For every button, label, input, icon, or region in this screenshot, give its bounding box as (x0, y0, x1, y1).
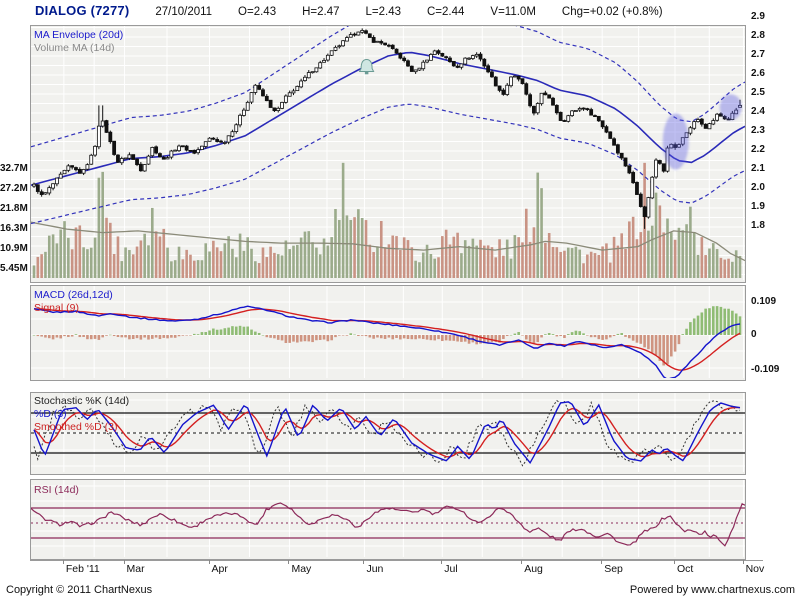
month-tick (674, 560, 676, 564)
stochastic-panel[interactable]: Stochastic %K (14d) %D (3) Smoothed %D (… (30, 392, 746, 475)
price-tick-label: 2.7 (751, 49, 765, 60)
price-tick-label: 2.3 (751, 125, 765, 136)
month-label: Feb '11 (65, 563, 100, 575)
month-label: Jun (366, 563, 384, 575)
month-label: Jul (444, 563, 458, 575)
legend-stoch-sd: Smoothed %D (3) (34, 421, 118, 433)
month-label: Aug (524, 563, 543, 575)
month-tick (123, 560, 125, 564)
price-tick-label: 2.6 (751, 68, 765, 79)
price-tick-label: 2.0 (751, 182, 765, 193)
copyright-text: Copyright © 2011 ChartNexus (6, 584, 153, 596)
rsi-canvas (31, 480, 745, 557)
month-tick (441, 560, 443, 564)
month-label: Apr (211, 563, 228, 575)
price-tick-label: 2.4 (751, 106, 765, 117)
price-tick-label: 1.9 (751, 201, 765, 212)
quote-field: Chg=+0.02 (+0.8%) (561, 6, 663, 18)
legend-macd: MACD (26d,12d) (34, 289, 113, 301)
price-tick-label: 2.2 (751, 144, 765, 155)
highlight-ellipse (662, 113, 689, 170)
volume-tick-label: 32.7M (0, 163, 28, 174)
macd-tick-label: -0.109 (751, 364, 780, 375)
legend-stoch-d: %D (3) (34, 408, 67, 420)
legend-rsi: RSI (14d) (34, 484, 79, 496)
month-tick (521, 560, 523, 564)
month-label: Nov (745, 563, 765, 575)
powered-by-text: Powered by www.chartnexus.com (629, 584, 795, 596)
price-tick-label: 2.8 (751, 30, 765, 41)
month-label: Oct (677, 563, 694, 575)
volume-tick-label: 5.45M (0, 263, 28, 274)
volume-tick-label: 27.2M (0, 183, 28, 194)
price-tick-label: 1.8 (751, 220, 765, 231)
volume-tick-label: 10.9M (0, 243, 28, 254)
legend-ma-envelope: MA Envelope (20d) (34, 29, 124, 41)
quote-field: C=2.44 (427, 6, 465, 18)
macd-canvas (31, 286, 745, 378)
symbol-label: DIALOG (7277) (35, 3, 130, 18)
legend-stoch-k: Stochastic %K (14d) (34, 395, 130, 407)
month-tick (208, 560, 210, 564)
month-tick (288, 560, 290, 564)
rsi-panel[interactable]: RSI (14d) (30, 479, 746, 560)
quote-fields: O=2.43 H=2.47 L=2.43 C=2.44 V=11.0M Chg=+0.02… (238, 6, 663, 18)
quote-header: DIALOG (7277) 27/10/2011 O=2.43 H=2.47 L=2… (35, 3, 663, 21)
highlight-ellipse (719, 94, 742, 121)
time-axis-line (30, 560, 763, 561)
month-label: May (291, 563, 312, 575)
month-label: Mar (126, 563, 145, 575)
quote-field: H=2.47 (302, 6, 340, 18)
stochastic-canvas (31, 393, 745, 472)
macd-tick-label: 0 (751, 329, 757, 340)
quote-field: L=2.43 (365, 6, 402, 18)
month-tick (62, 560, 64, 564)
month-label: Sep (604, 563, 623, 575)
month-tick (601, 560, 603, 564)
quote-field: V=11.0M (490, 6, 536, 18)
month-tick (742, 560, 744, 564)
price-chart-panel[interactable]: MA Envelope (20d) Volume MA (14d) (30, 25, 746, 283)
macd-panel[interactable]: MACD (26d,12d) Signal (9) (30, 285, 746, 381)
quote-field: O=2.43 (238, 6, 277, 18)
price-chart-canvas (31, 26, 745, 280)
macd-tick-label: 0.109 (751, 296, 777, 307)
price-tick-label: 2.1 (751, 163, 765, 174)
legend-volume-ma: Volume MA (14d) (34, 42, 115, 54)
legend-signal: Signal (9) (34, 302, 79, 314)
volume-tick-label: 21.8M (0, 203, 28, 214)
quote-date: 27/10/2011 (155, 6, 213, 18)
price-tick-label: 2.5 (751, 87, 765, 98)
volume-tick-label: 16.3M (0, 223, 28, 234)
alert-bell-icon (358, 58, 375, 75)
month-tick (363, 560, 365, 564)
price-tick-label: 2.9 (751, 11, 765, 22)
